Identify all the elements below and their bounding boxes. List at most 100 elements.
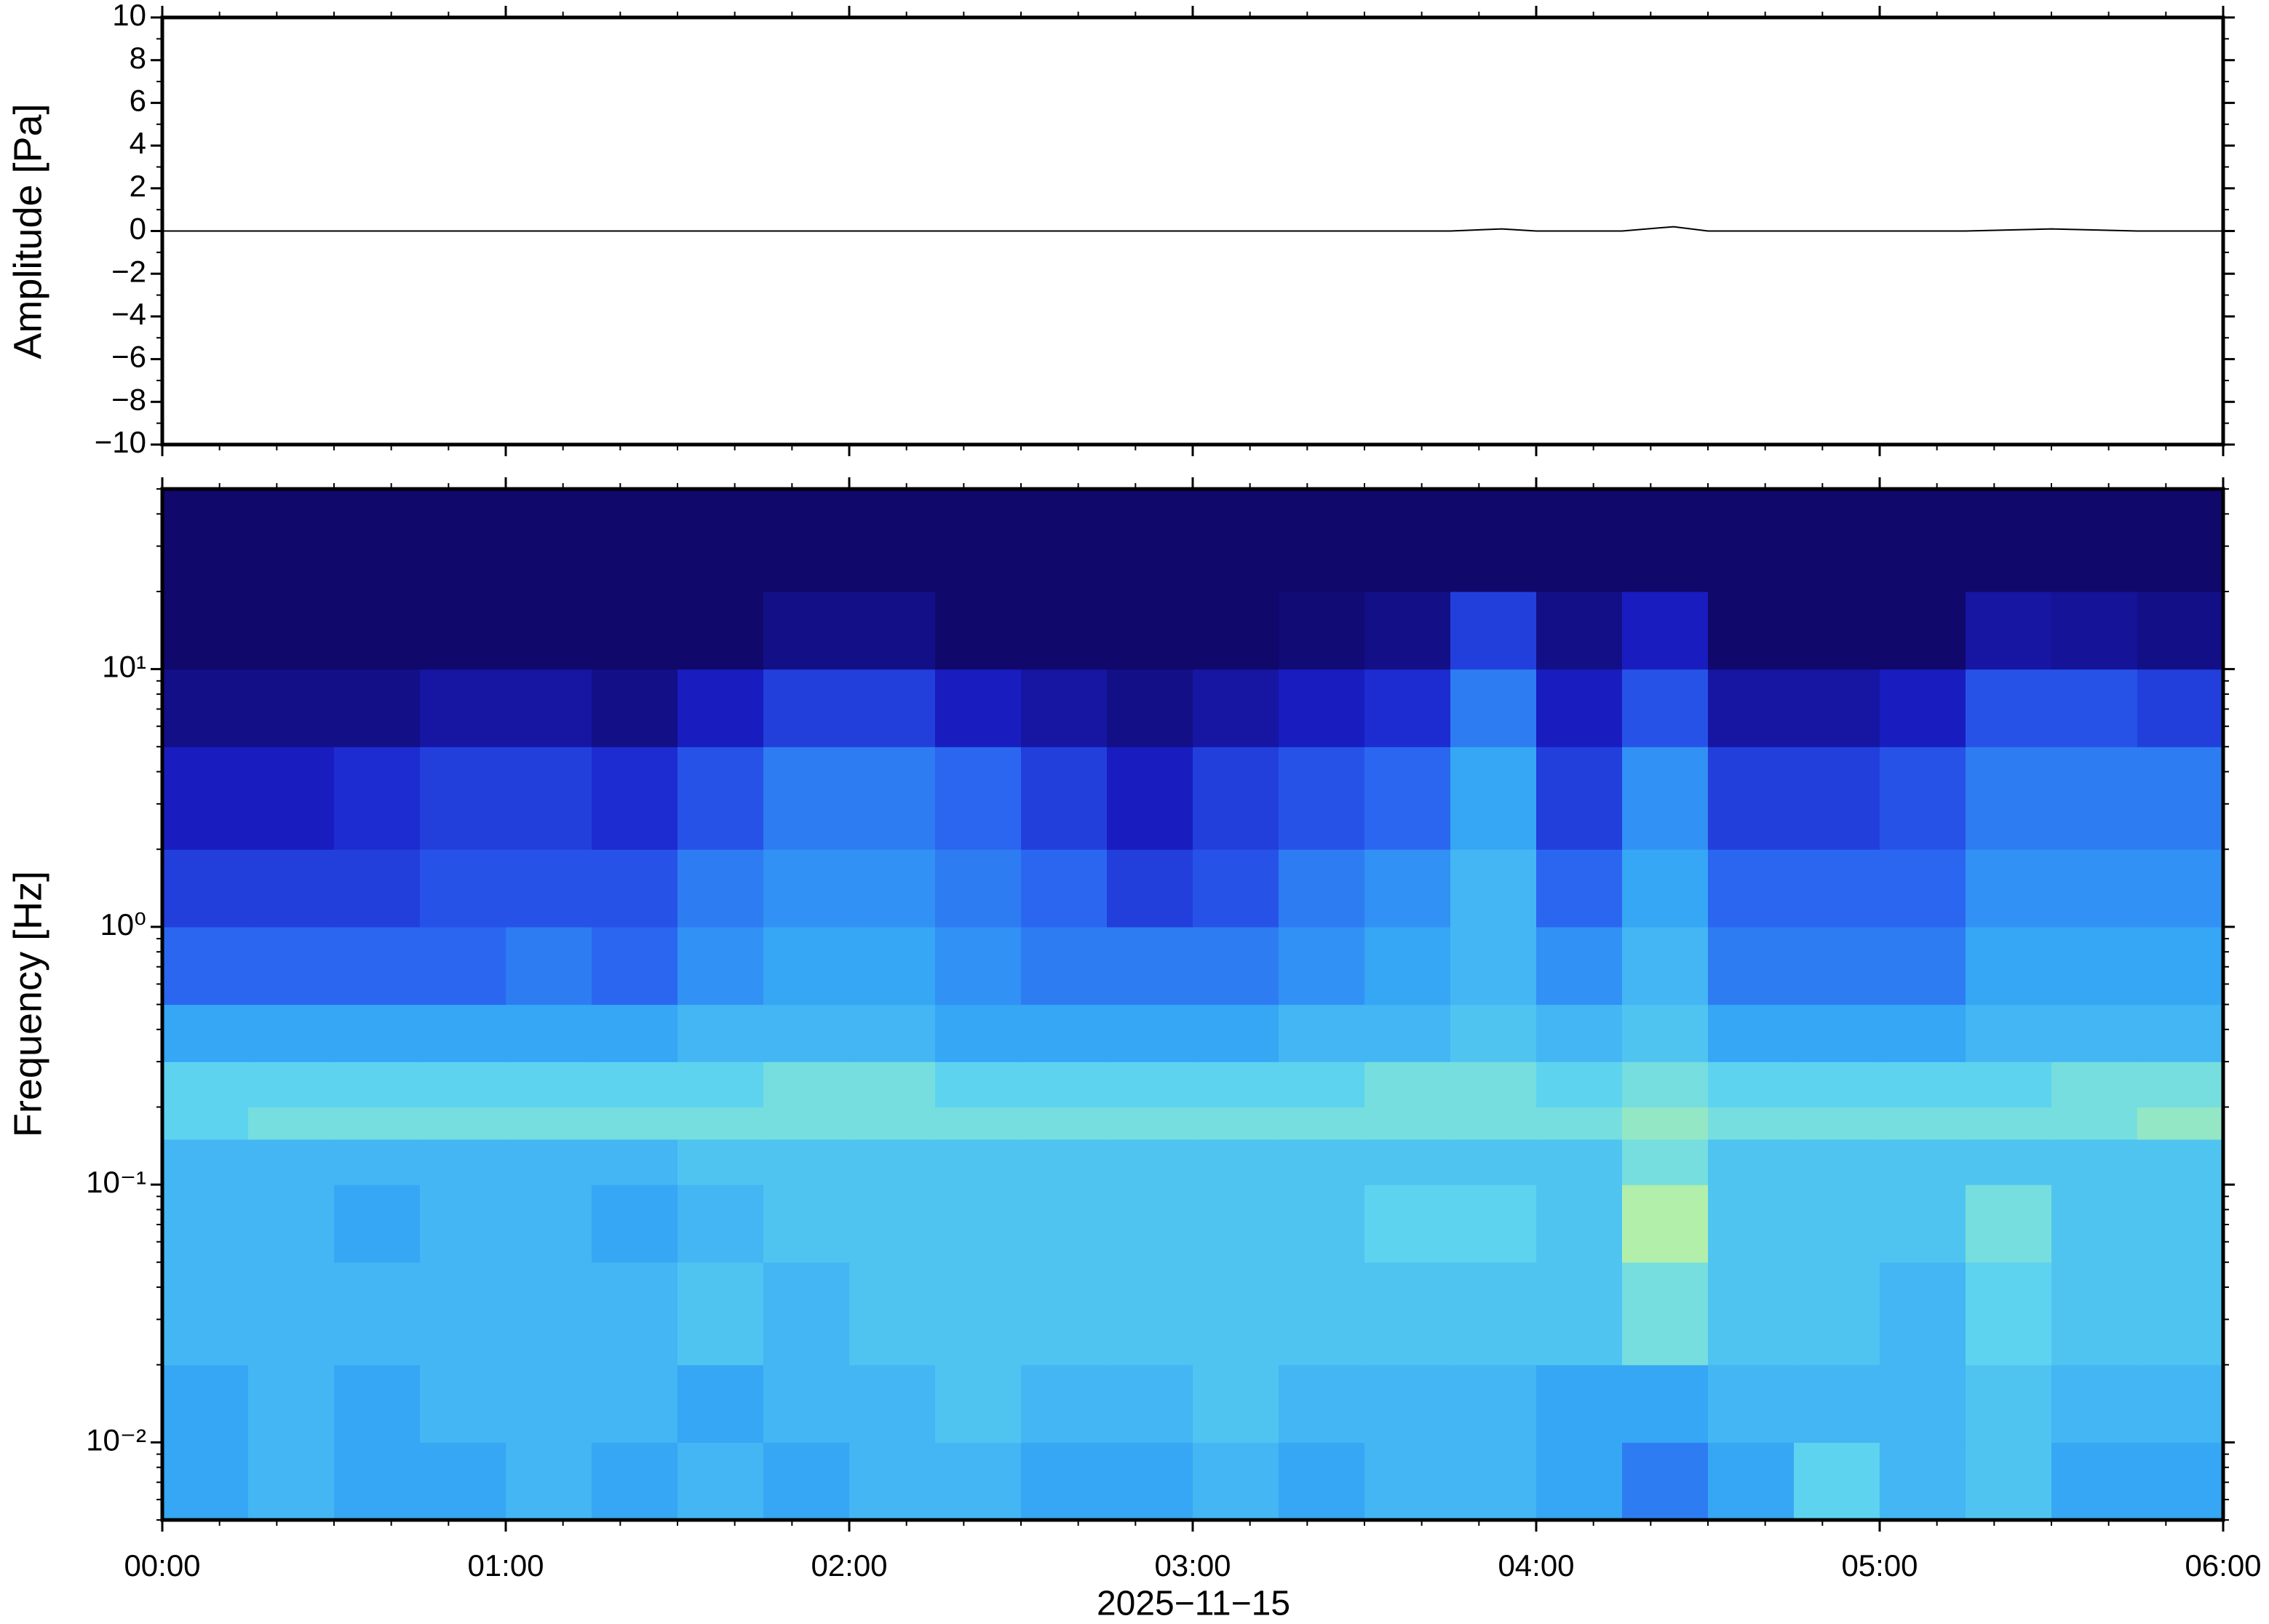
spectrogram-cell	[1880, 849, 1966, 928]
x-tick-label: 03:00	[1154, 1548, 1231, 1583]
spectrogram-cell	[248, 591, 335, 670]
spectrogram-cell	[1708, 849, 1795, 928]
x-tick-label: 04:00	[1498, 1548, 1574, 1583]
spectrogram-cell	[2137, 669, 2224, 747]
spectrogram-cell	[592, 1107, 678, 1140]
spectrogram-cell	[1021, 1004, 1108, 1062]
spectrogram-cell	[2137, 1442, 2224, 1521]
spectrogram-cell	[1107, 669, 1193, 747]
spectrogram-cell	[592, 591, 678, 670]
spectrogram-cell	[849, 1107, 936, 1140]
spectrogram-cell	[1708, 1004, 1795, 1062]
y-tick-label: 10⁻¹	[86, 1165, 146, 1199]
spectrogram-cell	[1794, 1062, 1880, 1108]
y-tick-label: 10¹	[102, 650, 146, 684]
spectrogram-cell	[420, 669, 506, 747]
spectrogram-cell	[2137, 747, 2224, 850]
spectrogram-cell	[763, 747, 850, 850]
spectrogram-cell	[1708, 1185, 1795, 1263]
spectrogram-cell	[1880, 1062, 1966, 1108]
spectrogram-cell	[162, 591, 249, 670]
spectrogram-cell	[1622, 1139, 1709, 1185]
spectrogram-cell	[1622, 1107, 1709, 1140]
spectrogram-cell	[1279, 489, 1365, 592]
spectrogram-cell	[763, 849, 850, 928]
spectrogram-cell	[1193, 849, 1279, 928]
spectrogram-cell	[162, 669, 249, 747]
spectrogram-cell	[1536, 489, 1623, 592]
spectrogram-cell	[1107, 849, 1193, 928]
spectrogram-cell	[2137, 1262, 2224, 1366]
spectrogram-cell	[1708, 1107, 1795, 1140]
spectrogram-cell	[677, 1442, 764, 1521]
spectrogram-cell	[162, 1107, 249, 1140]
spectrogram-cell	[1880, 1139, 1966, 1185]
spectrogram-cell	[1021, 591, 1108, 670]
spectrogram-cell	[1364, 926, 1451, 1006]
spectrogram-cell	[248, 489, 335, 592]
spectrogram-cell	[1450, 669, 1537, 747]
spectrogram-cell	[1279, 747, 1365, 850]
spectrogram-cell	[1966, 1107, 2052, 1140]
spectrogram-cell	[763, 489, 850, 592]
spectrogram-cell	[1193, 489, 1279, 592]
y-tick-label: 8	[130, 41, 146, 75]
spectrogram-cell	[1966, 1062, 2052, 1108]
spectrogram-cell	[420, 489, 506, 592]
spectrogram-cell	[677, 1004, 764, 1062]
spectrogram-cell	[677, 849, 764, 928]
spectrogram-cell	[1622, 926, 1709, 1006]
spectrogram-cell	[592, 849, 678, 928]
spectrogram-cell	[1794, 1185, 1880, 1263]
y-tick-label: 0	[130, 212, 146, 246]
x-tick-label: 05:00	[1841, 1548, 1918, 1583]
spectrogram-cell	[420, 926, 506, 1006]
spectrogram-cell	[2137, 926, 2224, 1006]
spectrogram-cell	[1536, 591, 1623, 670]
spectrogram-cell	[849, 1004, 936, 1062]
spectrogram-cell	[1708, 1262, 1795, 1366]
spectrogram-cell	[935, 1139, 1022, 1185]
spectrogram-cell	[2051, 849, 2138, 928]
spectrogram-cell	[935, 1004, 1022, 1062]
spectrogram-cell	[1021, 926, 1108, 1006]
spectrogram-cell	[1708, 1062, 1795, 1108]
spectrogram-cell	[1364, 1004, 1451, 1062]
spectrogram-cell	[935, 849, 1022, 928]
spectrogram-cell	[334, 1364, 421, 1443]
spectrogram-cell	[935, 669, 1022, 747]
spectrogram-cell	[248, 1062, 335, 1108]
spectrogram-cell	[334, 1062, 421, 1108]
spectrogram-cell	[1880, 1185, 1966, 1263]
spectrogram-cell	[1279, 1062, 1365, 1108]
spectrogram-cell	[1966, 1364, 2052, 1443]
spectrogram-cell	[849, 1262, 936, 1366]
spectrogram-cell	[1193, 1139, 1279, 1185]
spectrogram-cell	[1279, 1107, 1365, 1140]
spectrogram-cell	[935, 1442, 1022, 1521]
spectrogram-cell	[162, 747, 249, 850]
spectrogram-cell	[677, 1062, 764, 1108]
spectrogram-cell	[592, 669, 678, 747]
spectrogram-cell	[1450, 1139, 1537, 1185]
x-tick-label: 00:00	[124, 1548, 200, 1583]
spectrogram-cell	[248, 1107, 335, 1140]
x-tick-label: 06:00	[2185, 1548, 2261, 1583]
spectrogram-cell	[1193, 1107, 1279, 1140]
spectrogram-cell	[1536, 1185, 1623, 1263]
spectrogram-cell	[1622, 1185, 1709, 1263]
spectrogram-cell	[506, 747, 592, 850]
spectrogram-cell	[1107, 1004, 1193, 1062]
spectrogram-cell	[1193, 747, 1279, 850]
spectrogram-cell	[1364, 489, 1451, 592]
y-axis-title: Frequency [Hz]	[6, 871, 49, 1137]
spectrogram-cell	[1966, 1185, 2052, 1263]
plot-frame	[160, 487, 2225, 1522]
spectrogram-cell	[1021, 1062, 1108, 1108]
spectrogram-cell	[506, 1364, 592, 1443]
spectrogram-cell	[1708, 489, 1795, 592]
spectrogram-cell	[420, 747, 506, 850]
x-tick-label: 01:00	[467, 1548, 544, 1583]
y-tick-label: 2	[130, 169, 146, 203]
spectrogram-cell	[1622, 1442, 1709, 1521]
